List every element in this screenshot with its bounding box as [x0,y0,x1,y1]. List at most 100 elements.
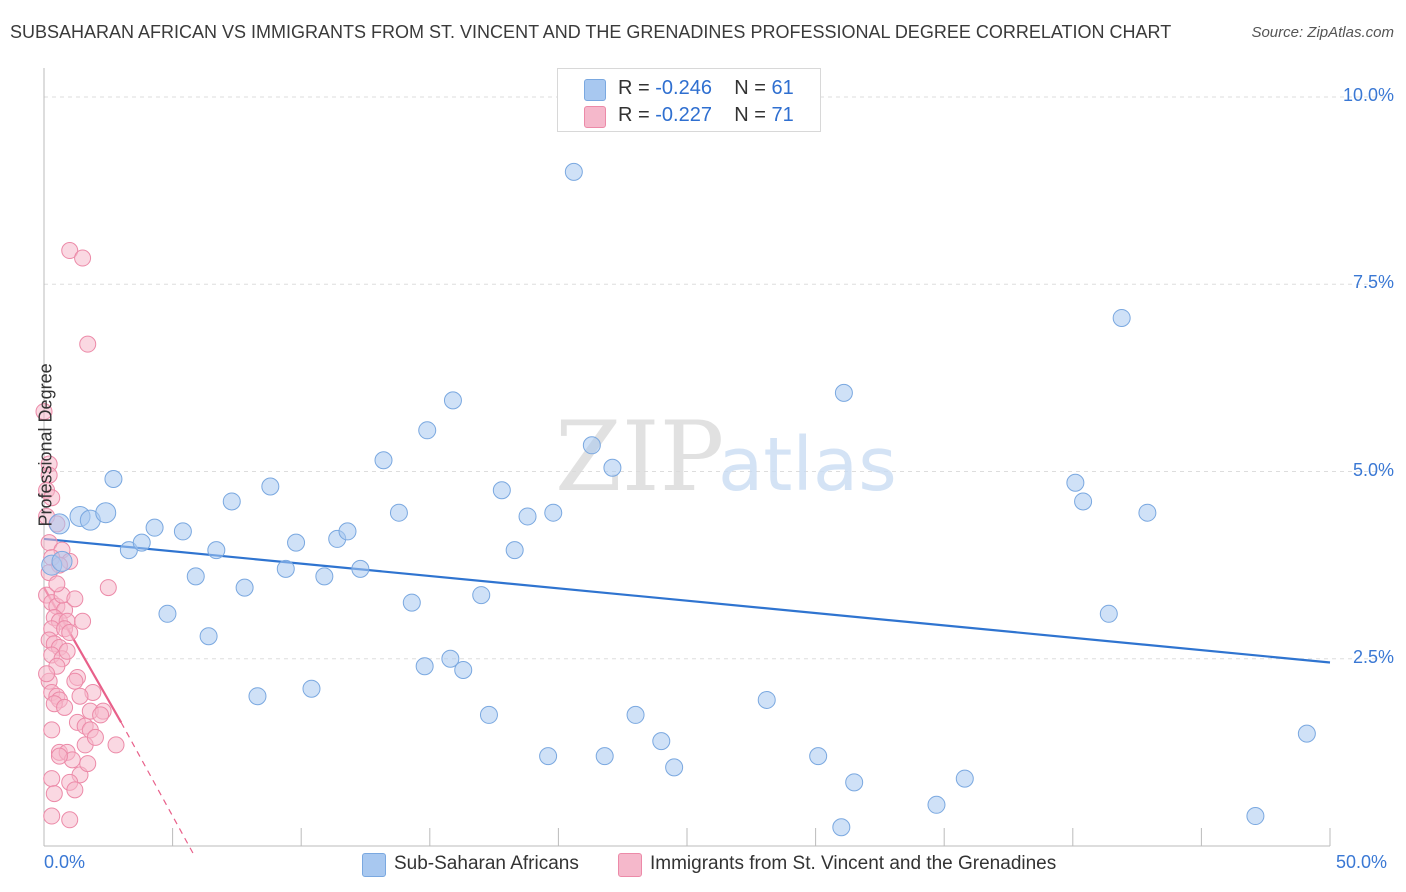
legend-n-value-2: 71 [771,104,794,126]
blue-point-61 [1297,724,1316,743]
pink-point-54 [43,770,61,788]
blue-point-37 [505,541,524,560]
blue-point-27 [389,503,408,522]
pink-point-41 [56,698,74,716]
blue-point-12 [186,567,205,586]
blue-point-9 [145,518,164,537]
pink-point-64 [48,575,66,593]
blue-point-10 [158,604,177,623]
blue-point-20 [287,533,306,552]
blue-point-55 [1066,473,1085,492]
series-label-blue: Sub-Saharan Africans [394,853,579,874]
y-tick-label-3: 10.0% [1342,85,1394,105]
pink-point-48 [107,736,125,754]
blue-point-1 [51,550,73,572]
blue-point-29 [415,657,434,676]
stats-legend: R = -0.246 N = 61 R = -0.227 N = 71 [557,68,821,132]
pink-point-0 [61,242,79,260]
blue-point-2 [48,513,70,535]
series-swatch-blue [362,853,386,877]
legend-r-label-2: R = [618,104,650,126]
blue-point-52 [845,773,864,792]
watermark-atlas: atlas [718,422,897,508]
pink-point-56 [45,785,63,803]
blue-point-17 [248,687,267,706]
y-tick-label-1: 5.0% [1352,459,1394,480]
blue-point-8 [132,533,151,552]
blue-point-24 [338,522,357,541]
legend-r-value-2: -0.227 [655,104,712,126]
pink-point-65 [38,665,56,683]
y-axis-label: Professional Degree [35,363,56,527]
legend-r-label-1: R = [618,77,650,99]
blue-point-44 [595,747,614,766]
blue-points [41,162,1316,837]
y-tick-label-2: 7.5% [1352,272,1394,293]
pink-point-27 [61,624,79,642]
blue-point-49 [809,747,828,766]
pink-swatch [584,106,606,128]
blue-point-60 [1246,807,1265,826]
blue-point-40 [544,503,563,522]
blue-point-30 [418,421,437,440]
blue-point-41 [564,162,583,181]
blue-point-18 [261,477,280,496]
blue-point-33 [454,660,473,679]
pink-trend-line-extension [120,722,194,854]
blue-point-11 [173,522,192,541]
pink-point-24 [74,612,92,630]
pink-point-46 [43,721,61,739]
pink-points [35,242,125,829]
blue-point-6 [104,469,123,488]
pink-point-66 [58,642,76,660]
blue-point-45 [626,705,645,724]
blue-point-19 [276,559,295,578]
pink-point-3 [35,403,53,421]
source-label: Source: ZipAtlas.com [1251,24,1394,41]
blue-point-35 [479,705,498,724]
x-tick-min: 0.0% [44,852,86,872]
blue-point-15 [222,492,241,511]
blue-point-59 [1138,503,1157,522]
blue-point-34 [472,586,491,605]
blue-trend-line [43,537,1331,664]
blue-point-43 [603,458,622,477]
axes [43,68,1331,847]
pink-point-68 [50,747,68,765]
blue-point-56 [1074,492,1093,511]
blue-point-39 [539,747,558,766]
blue-point-25 [351,559,370,578]
legend-n-label-1: N = [734,77,766,99]
pink-point-67 [71,687,89,705]
x-tick-max: 50.0% [1336,852,1388,872]
pink-point-2 [79,335,97,353]
pink-point-58 [43,807,61,825]
chart-title: SUBSAHARAN AFRICAN VS IMMIGRANTS FROM ST… [10,22,1172,42]
pink-point-7 [43,489,61,507]
blue-point-36 [492,481,511,500]
blue-point-16 [235,578,254,597]
y-tick-label-0: 2.5% [1352,646,1394,667]
pink-point-69 [79,755,97,773]
blue-point-48 [757,690,776,709]
pink-point-63 [66,590,84,608]
blue-point-22 [315,567,334,586]
legend-r-value-1: -0.246 [655,77,712,99]
pink-point-57 [66,781,84,799]
pink-point-60 [92,706,110,724]
blue-point-32 [443,391,462,410]
blue-point-5 [95,502,117,524]
blue-point-47 [665,758,684,777]
pink-point-59 [61,811,79,829]
blue-point-57 [1099,604,1118,623]
legend-n-value-1: 61 [771,77,794,99]
blue-point-58 [1112,308,1131,327]
grid-lines [44,96,1390,660]
blue-swatch [584,79,606,101]
blue-point-46 [652,732,671,751]
blue-point-51 [834,383,853,402]
pink-point-70 [86,728,104,746]
blue-point-14 [207,541,226,560]
blue-point-13 [199,627,218,646]
